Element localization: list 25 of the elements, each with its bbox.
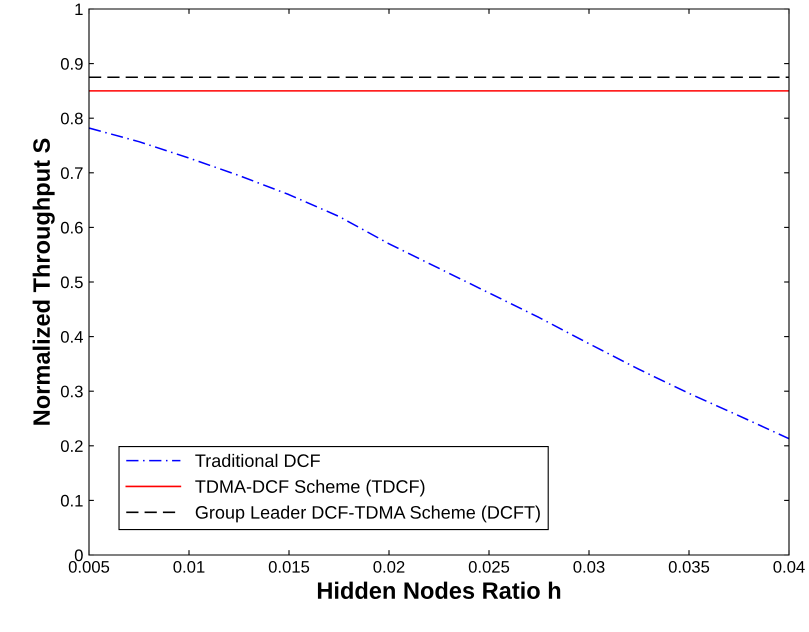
y-tick-label: 0.2: [60, 440, 83, 452]
y-tick-label: 0.6: [60, 222, 83, 234]
x-tick-label: 0.025: [468, 560, 510, 573]
line-series: [89, 127, 789, 440]
x-tick-label: 0.01: [173, 560, 204, 573]
legend-label: TDMA-DCF Scheme (TDCF): [195, 480, 424, 497]
y-tick-label: 0: [74, 549, 83, 562]
y-tick-label: 0.5: [60, 276, 83, 288]
y-tick-label: 0.9: [60, 58, 83, 70]
y-tick-label: 0.3: [60, 386, 83, 398]
x-tick-label: 0.015: [268, 560, 310, 573]
y-axis-title: Normalized Throughput S: [32, 138, 55, 425]
y-tick-label: 1: [75, 4, 83, 16]
y-tick-label: 0.7: [60, 167, 83, 180]
x-tick-label: 0.03: [573, 560, 604, 573]
y-tick-label: 0.8: [60, 112, 83, 124]
x-tick-label: 0.005: [68, 560, 110, 573]
legend-label: Traditional DCF: [195, 454, 320, 468]
x-tick-label: 0.02: [373, 560, 404, 573]
x-tick-label: 0.035: [668, 560, 710, 573]
legend-label: Group Leader DCF-TDMA Scheme (DCFT): [196, 506, 540, 522]
x-axis-title: Hidden Nodes Ratio h: [318, 582, 560, 599]
x-tick-label: 0.04: [773, 560, 805, 573]
y-tick-label: 0.1: [60, 494, 83, 507]
y-tick-label: 0.4: [60, 331, 83, 343]
